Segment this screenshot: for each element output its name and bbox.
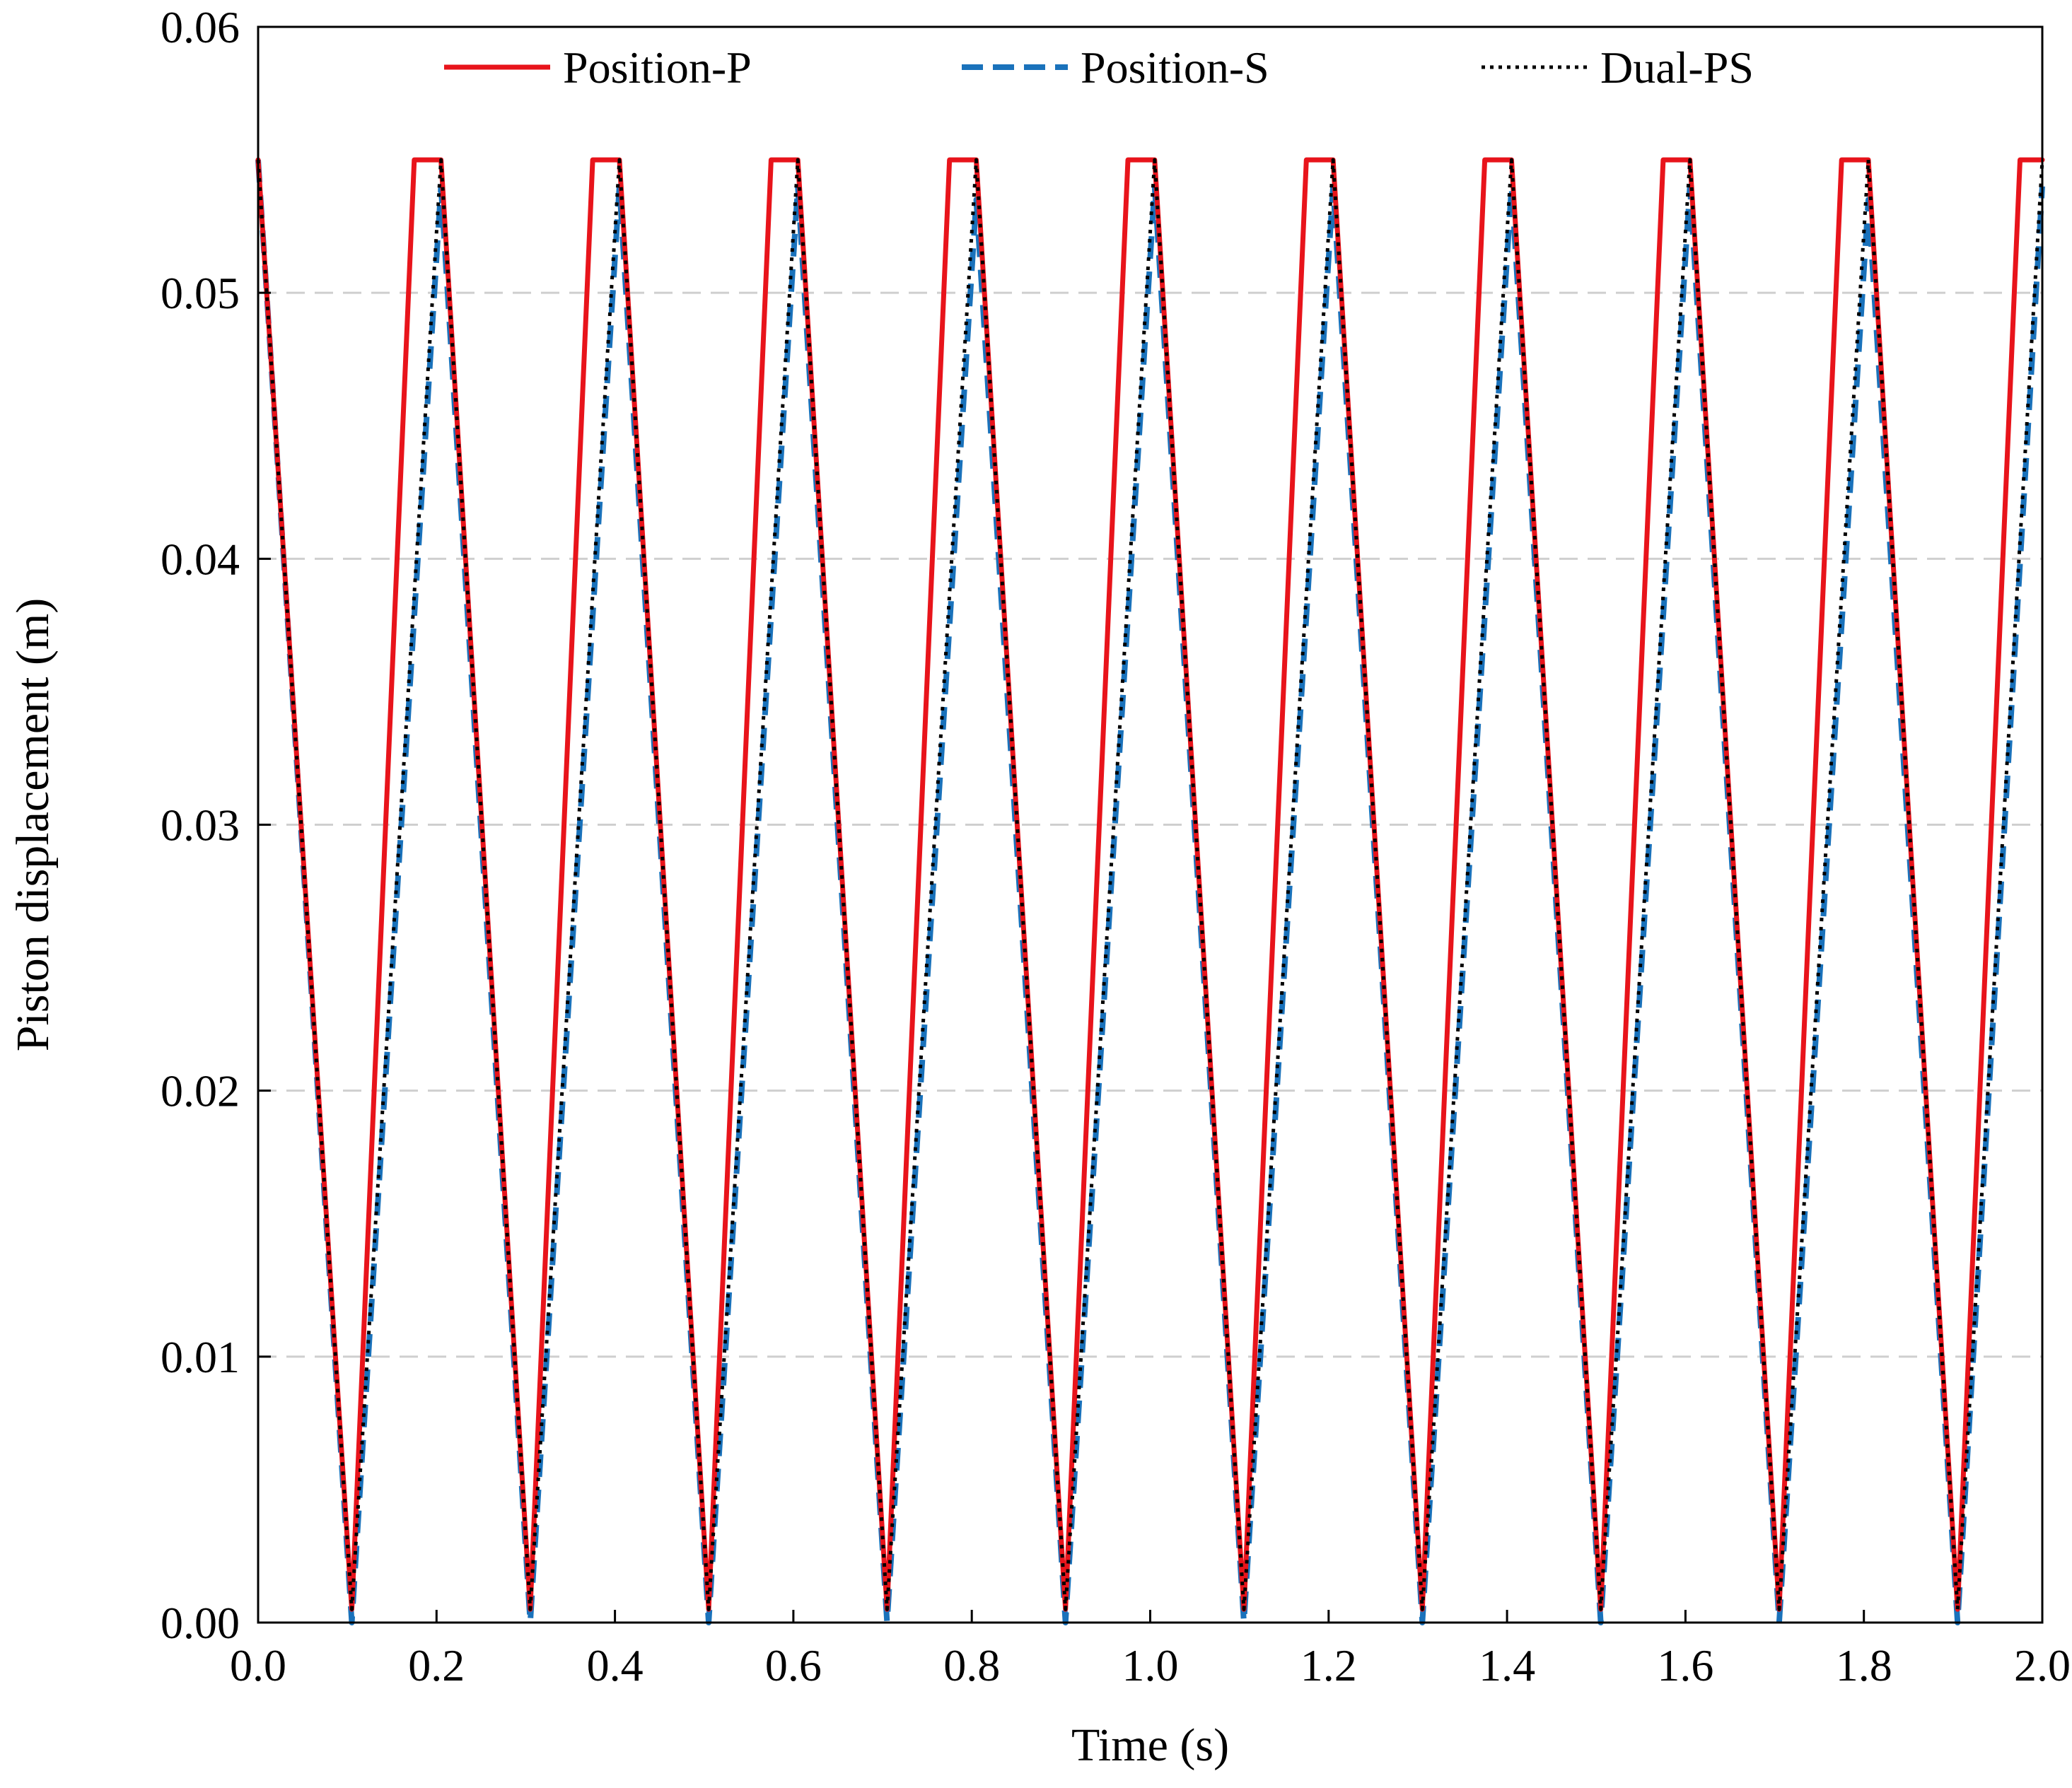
legend-label: Position-P [563,42,752,93]
x-tick-label: 1.6 [1657,1640,1713,1690]
y-tick-label: 0.03 [161,800,240,851]
series-line-dual-ps [256,158,2044,1611]
x-tick-label: 0.4 [587,1640,644,1690]
x-tick-label: 2.0 [2014,1640,2071,1690]
legend: Position-P Position-S Dual-PS [444,42,1754,93]
y-tick-label: 0.00 [161,1598,240,1648]
series-line-position-p [255,157,2045,1612]
x-tick-label: 0.6 [765,1640,822,1690]
axis-ticks: 0.00 0.01 0.02 0.03 0.04 0.05 0.06 0.0 0.2 0.4 0.6… [161,2,2071,1690]
x-tick-label: 0.0 [230,1640,286,1690]
x-tick-label: 1.4 [1479,1640,1535,1690]
legend-label: Dual-PS [1600,42,1754,93]
x-tick-label: 0.2 [408,1640,465,1690]
x-tick-label: 1.2 [1300,1640,1357,1690]
grid-lines [258,291,2042,1358]
y-tick-label: 0.06 [161,2,240,52]
plot-area [255,157,2045,1625]
y-tick-label: 0.04 [161,534,240,584]
x-tick-label: 1.0 [1122,1640,1179,1690]
x-tick-label: 0.8 [943,1640,1000,1690]
y-tick-label: 0.05 [161,268,240,318]
y-axis-title: Piston displacement (m) [7,598,59,1052]
legend-label: Position-S [1081,42,1269,93]
series-line-position-s [255,159,2045,1625]
y-tick-label: 0.02 [161,1066,240,1116]
y-tick-label: 0.01 [161,1332,240,1382]
x-tick-label: 1.8 [1836,1640,1892,1690]
x-axis-title: Time (s) [1071,1719,1229,1771]
